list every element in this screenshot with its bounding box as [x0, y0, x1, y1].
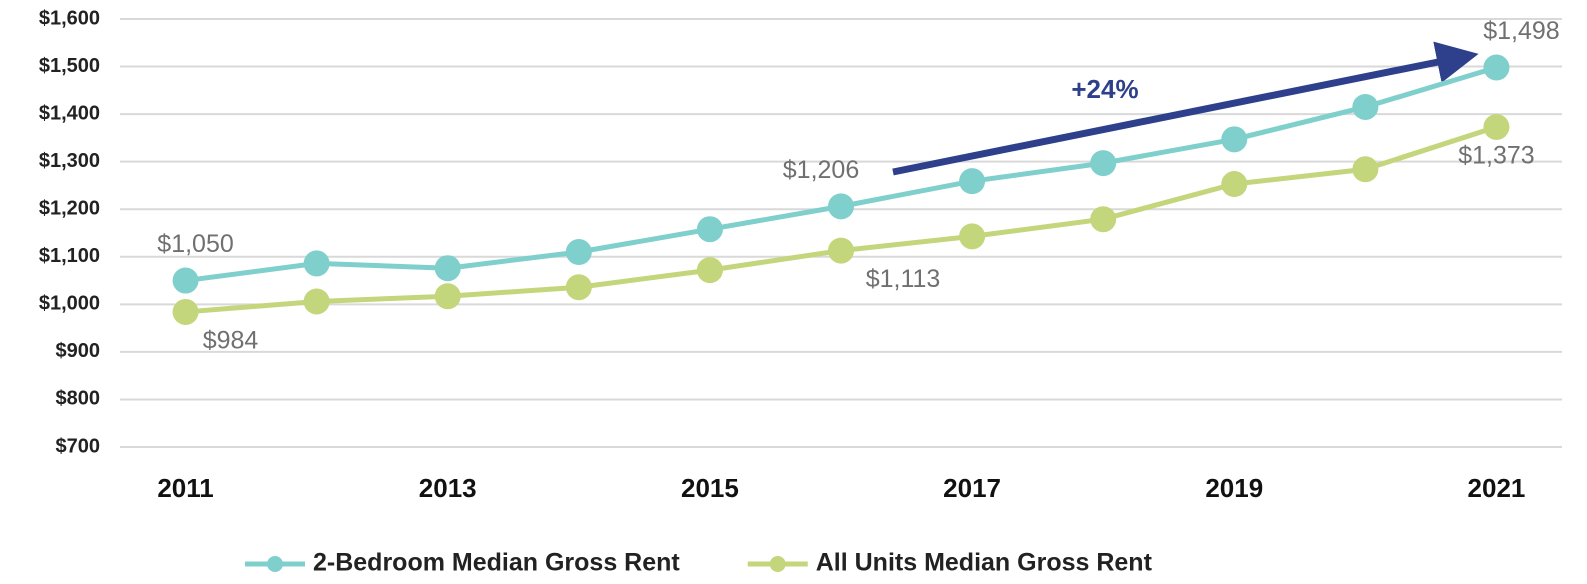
x-tick-label: 2011: [157, 473, 213, 503]
data-point: [696, 216, 723, 243]
y-tick-label: $1,600: [39, 7, 100, 29]
data-point: [1483, 113, 1510, 140]
y-tick-label: $800: [56, 388, 101, 410]
x-tick-label: 2013: [419, 473, 477, 503]
data-point: [959, 168, 986, 195]
data-point: [303, 288, 330, 315]
data-point: [172, 267, 199, 294]
data-point: [1352, 93, 1379, 120]
data-point: [303, 250, 330, 277]
data-label: $984: [203, 327, 259, 355]
trend-arrow: [892, 41, 1479, 176]
series-line: [185, 124, 1498, 315]
data-point: [1483, 54, 1510, 81]
data-point: [565, 274, 592, 301]
data-point: [1221, 171, 1248, 198]
legend-marker: [267, 556, 283, 572]
data-label: $1,498: [1483, 17, 1559, 45]
x-tick-label: 2021: [1468, 473, 1526, 503]
data-point: [1221, 126, 1248, 153]
y-tick-label: $900: [56, 340, 101, 362]
data-point: [696, 257, 723, 284]
data-point: [1090, 150, 1117, 177]
data-label: $1,113: [866, 265, 941, 293]
x-tick-label: 2015: [681, 473, 739, 503]
data-point: [828, 193, 854, 220]
data-label: $1,050: [157, 230, 233, 258]
y-tick-label: $1,500: [39, 55, 100, 77]
y-tick-label: $1,100: [39, 245, 100, 267]
legend-label: 2-Bedroom Median Gross Rent: [313, 549, 680, 577]
data-point: [828, 237, 854, 264]
annotation: +24%: [1071, 74, 1138, 104]
y-tick-label: $1,300: [39, 150, 100, 172]
y-tick-label: $700: [56, 435, 101, 457]
y-tick-label: $1,200: [39, 198, 100, 220]
legend-label: All Units Median Gross Rent: [816, 549, 1153, 577]
data-point: [1352, 156, 1379, 183]
data-label: $1,373: [1458, 142, 1534, 170]
x-tick-label: 2017: [943, 473, 1001, 503]
data-label: $1,206: [783, 156, 859, 184]
legend-marker: [769, 556, 786, 572]
data-point: [434, 255, 461, 282]
data-point: [172, 298, 199, 325]
y-tick-label: $1,400: [39, 102, 100, 124]
data-point: [959, 223, 986, 250]
data-point: [565, 239, 592, 266]
data-point: [1090, 206, 1117, 233]
x-tick-label: 2019: [1205, 473, 1263, 503]
data-point: [434, 283, 461, 310]
y-tick-label: $1,000: [39, 293, 100, 315]
